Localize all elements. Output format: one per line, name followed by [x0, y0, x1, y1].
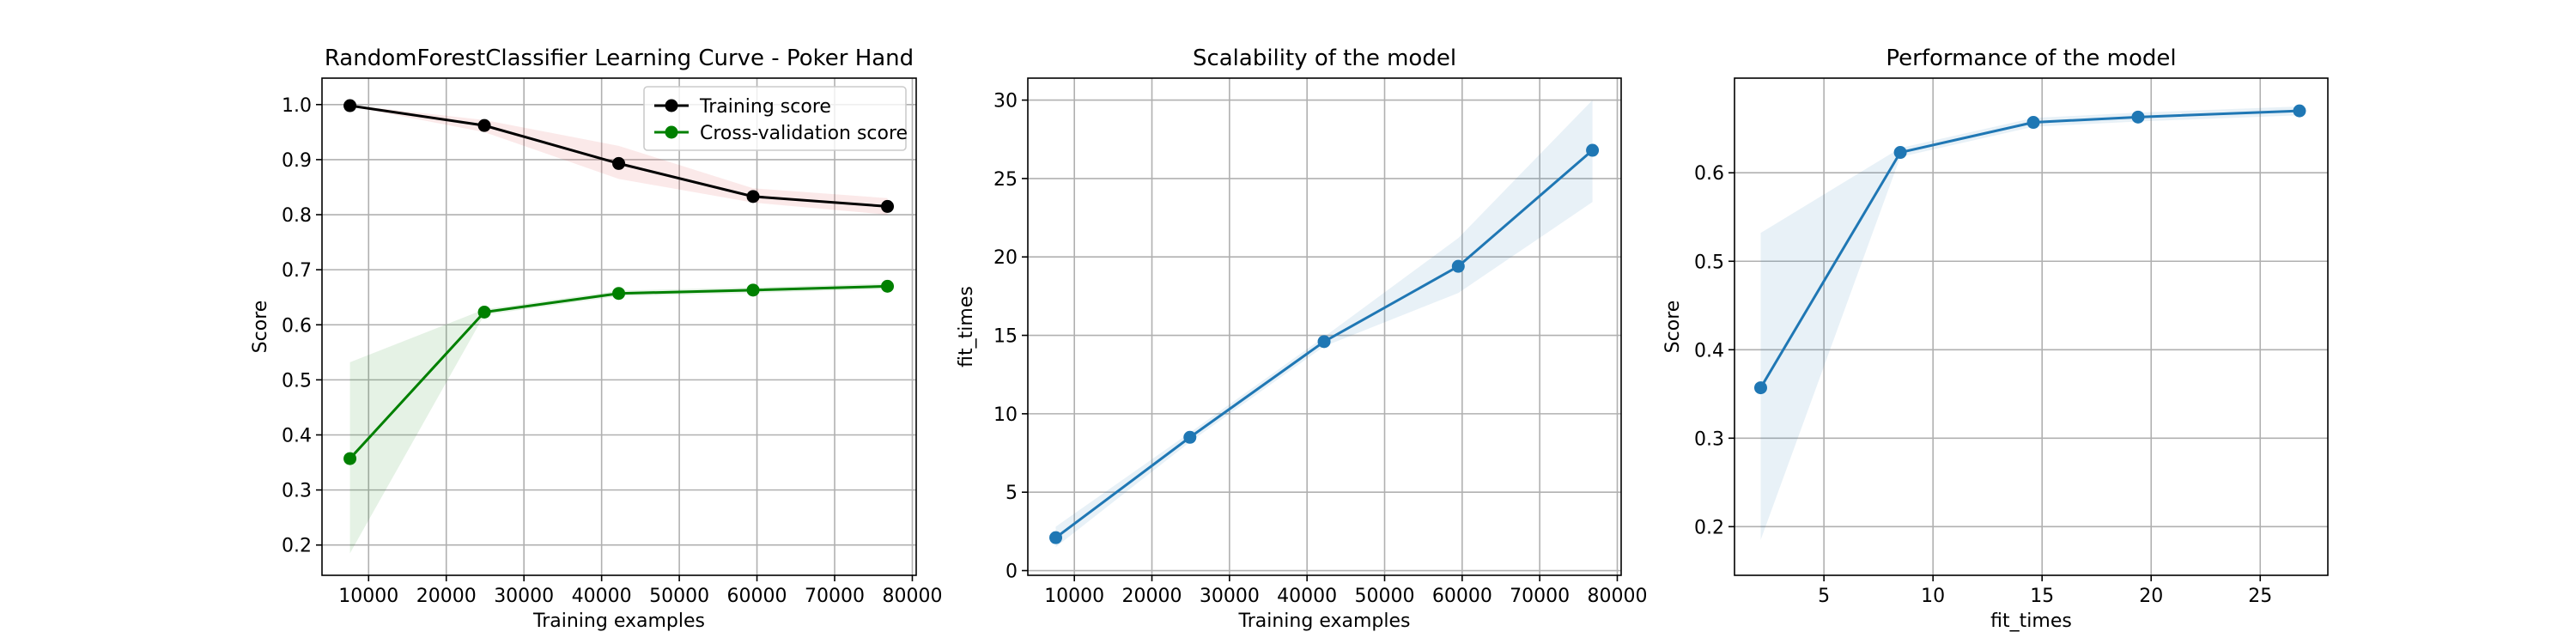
y-axis-label: fit_times [956, 286, 977, 368]
series-1-point [881, 199, 895, 213]
series-2-point [746, 283, 760, 297]
y-tick-label: 15 [993, 326, 1018, 348]
y-tick-label: 0.6 [1694, 163, 1724, 185]
series-1-point [1317, 335, 1331, 349]
series-2-line [349, 284, 888, 460]
y-tick-label: 25 [993, 169, 1018, 191]
x-tick-label: 10000 [338, 586, 398, 607]
series-1-point [746, 190, 760, 204]
series-1-std-band [1055, 100, 1593, 548]
y-tick-label: 0.5 [282, 370, 312, 392]
legend-label: Cross-validation score [700, 123, 908, 144]
legend: Training score Cross-validation score [643, 86, 908, 151]
y-axis-label: Score [250, 301, 271, 354]
y-tick-label: 0.9 [282, 150, 312, 172]
chart-2: 10000 20000 30000 40000 50000 60000 70000 80000… [956, 46, 1647, 632]
y-tick-label: 0.3 [282, 481, 312, 502]
y-tick-label: 20 [993, 247, 1018, 269]
y-tick-label: 0.5 [1694, 252, 1724, 273]
x-axis-label: Training examples [532, 611, 705, 632]
x-tick-label: 15 [2030, 586, 2054, 607]
series-1-point [1049, 531, 1063, 544]
y-tick-label: 0.6 [282, 315, 312, 337]
x-tick-label: 70000 [1510, 586, 1570, 607]
axes-frame [1734, 77, 2329, 576]
axes-frame [321, 77, 917, 576]
x-tick-label: 20000 [1122, 586, 1182, 607]
x-tick-label: 30000 [494, 586, 554, 607]
x-tick-label: 20000 [416, 586, 477, 607]
chart-title: RandomForestClassifier Learning Curve - … [325, 46, 914, 71]
series-2-point [343, 452, 357, 465]
series-1-std-band [1760, 106, 2300, 540]
x-tick-label: 40000 [572, 586, 632, 607]
legend-box [643, 86, 907, 151]
series-2-point [881, 279, 895, 293]
series-1-point [1183, 430, 1197, 444]
series-1-line [1759, 109, 2300, 389]
series-1-point [1893, 146, 1907, 160]
series-1-point [1451, 259, 1465, 273]
series-1-point [612, 156, 626, 170]
x-tick-label: 10 [1921, 586, 1945, 607]
x-tick-label: 5 [1818, 586, 1830, 607]
x-tick-label: 10000 [1044, 586, 1104, 607]
series-1-point [477, 118, 491, 132]
legend-marker [665, 125, 678, 139]
series-1-point [2131, 110, 2145, 124]
series-1-point [2026, 116, 2040, 130]
legend-marker [665, 99, 678, 112]
y-tick-label: 0.2 [1694, 517, 1724, 538]
x-axis-label: Training examples [1238, 611, 1411, 632]
chart-title: Scalability of the model [1193, 46, 1456, 71]
y-tick-label: 30 [993, 91, 1018, 112]
x-tick-label: 30000 [1200, 586, 1260, 607]
x-tick-label: 70000 [805, 586, 865, 607]
x-tick-label: 20 [2139, 586, 2163, 607]
series-2-point [477, 306, 491, 319]
x-tick-label: 80000 [882, 586, 942, 607]
chart-title: Performance of the model [1886, 46, 2176, 71]
legend-label: Training score [699, 96, 831, 118]
series-2-point [612, 287, 626, 301]
series-1-point [2293, 104, 2306, 118]
y-axis-label: Score [1662, 301, 1684, 354]
axes-frame [1027, 77, 1622, 576]
x-tick-label: 50000 [1355, 586, 1415, 607]
y-tick-label: 10 [993, 404, 1018, 426]
y-tick-label: 0.4 [1694, 340, 1724, 361]
y-tick-label: 0.3 [1694, 428, 1724, 450]
x-tick-label: 60000 [1432, 586, 1492, 607]
y-tick-label: 0 [1005, 562, 1018, 583]
y-tick-label: 0.2 [282, 536, 312, 557]
y-tick-label: 0.4 [282, 425, 312, 447]
y-tick-label: 5 [1005, 483, 1018, 504]
chart-3: 5 10 15 20 25 0.2 0.3 0.4 0.5 0.6 fit_times Score Pe… [1662, 46, 2329, 632]
x-axis-label: fit_times [1990, 611, 2072, 632]
series-1-point [343, 99, 357, 112]
series-2-std-band [349, 283, 888, 554]
y-tick-label: 0.7 [282, 260, 312, 282]
x-tick-label: 25 [2248, 586, 2272, 607]
y-tick-label: 0.8 [282, 205, 312, 227]
x-tick-label: 60000 [727, 586, 787, 607]
x-tick-label: 80000 [1587, 586, 1647, 607]
x-tick-label: 50000 [649, 586, 709, 607]
series-1-point [1753, 381, 1767, 395]
y-tick-label: 1.0 [282, 95, 312, 117]
series-1-point [1586, 143, 1600, 157]
chart-1: 10000 20000 30000 40000 50000 60000 70000 80000… [250, 46, 942, 632]
x-tick-label: 40000 [1277, 586, 1337, 607]
